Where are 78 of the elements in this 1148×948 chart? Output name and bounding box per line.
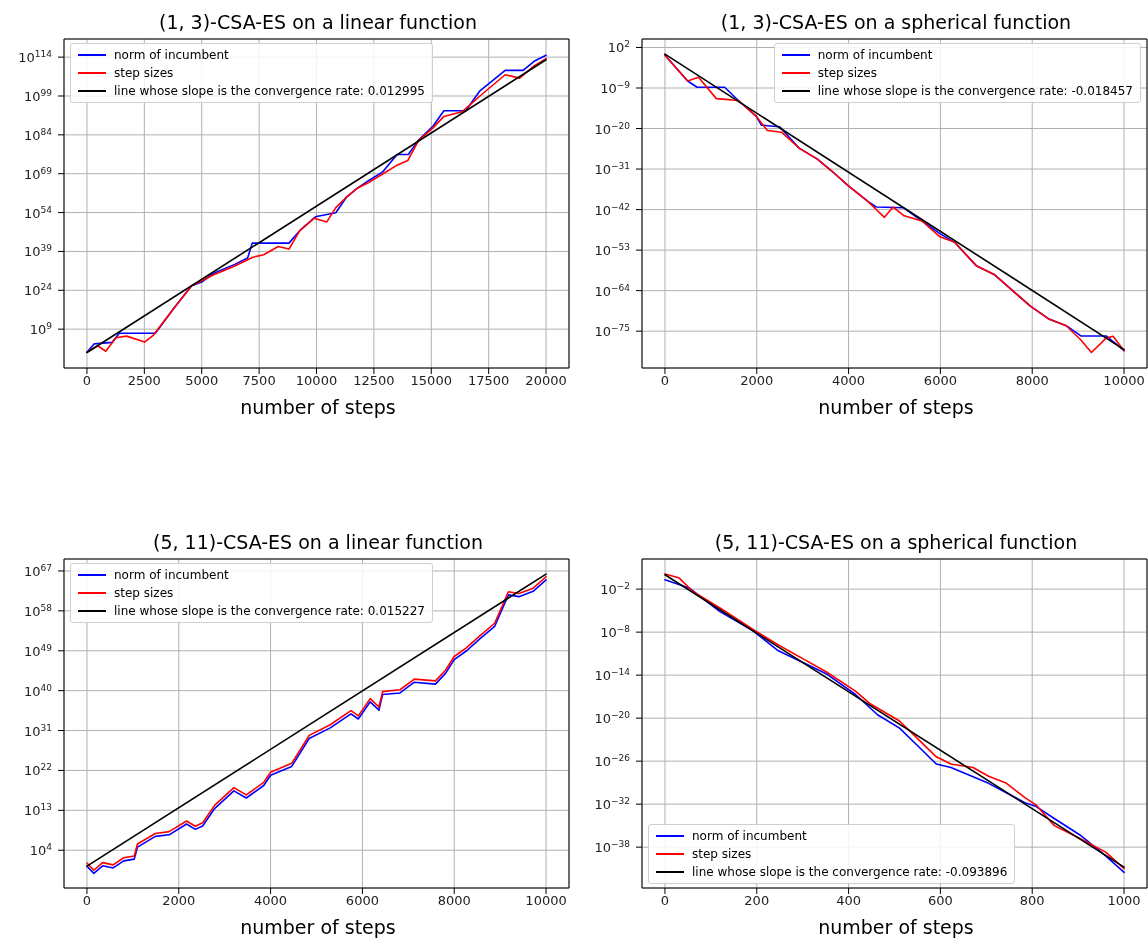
x-axis-title: number of steps	[817, 396, 975, 418]
legend-label: step sizes	[817, 66, 877, 80]
y-tick-label: 10$^{−31}$	[594, 161, 630, 178]
x-tick-label: 7500	[242, 373, 276, 389]
x-tick-label: 12500	[353, 373, 395, 389]
legend-label: norm of incumbent	[114, 48, 229, 62]
chart-title: (5, 11)-CSA-ES on a spherical function	[713, 530, 1079, 555]
y-tick-label: 10$^{40}$	[24, 682, 53, 699]
y-tick-label: 10$^{2}$	[607, 39, 630, 56]
x-tick-label: 8000	[437, 893, 471, 909]
y-tick-label: 10$^{−42}$	[594, 201, 630, 218]
y-tick-label: 10$^{−14}$	[594, 667, 631, 684]
x-tick-label: 0	[660, 893, 670, 909]
x-tick-label: 800	[1019, 893, 1045, 909]
x-tick-label: 10000	[295, 373, 338, 389]
x-tick-label: 10000	[1103, 373, 1145, 389]
x-tick-label: 15000	[410, 373, 452, 389]
chart-title: (5, 11)-CSA-ES on a linear function	[151, 530, 484, 555]
y-tick-label: 10$^{49}$	[24, 642, 53, 659]
y-tick-label: 10$^{54}$	[24, 204, 53, 221]
x-tick-label: 17500	[467, 373, 510, 389]
x-tick-label: 6000	[923, 373, 957, 389]
x-axis-title: number of steps	[817, 916, 975, 938]
x-tick-label: 0	[660, 373, 670, 389]
y-tick-label: 10$^{84}$	[24, 126, 53, 143]
y-tick-label: 10$^{9}$	[29, 321, 53, 338]
y-tick-label: 10$^{−26}$	[594, 753, 631, 770]
legend-label: step sizes	[114, 586, 174, 600]
x-tick-label: 6000	[345, 893, 379, 909]
y-tick-label: 10$^{4}$	[29, 842, 53, 859]
legend-label: line whose slope is the convergence rate: 0.015227	[114, 604, 425, 618]
y-tick-label: 10$^{67}$	[24, 562, 52, 579]
legend-label: step sizes	[114, 66, 174, 80]
x-tick-label: 200	[744, 893, 770, 909]
legend-label: norm of incumbent	[114, 568, 229, 582]
y-tick-label: 10$^{−64}$	[594, 282, 631, 299]
x-tick-label: 10000	[525, 893, 567, 909]
y-tick-label: 10$^{99}$	[24, 87, 53, 104]
y-tick-label: 10$^{−8}$	[600, 624, 631, 641]
y-tick-label: 10$^{−2}$	[600, 581, 630, 598]
y-tick-label: 10$^{24}$	[24, 282, 53, 299]
y-tick-label: 10$^{22}$	[24, 762, 52, 779]
legend-label: line whose slope is the convergence rate: -0.093896	[692, 865, 1008, 879]
legend-label: step sizes	[692, 847, 752, 861]
x-tick-label: 20000	[525, 373, 567, 389]
y-tick-label: 10$^{−20}$	[594, 120, 631, 137]
x-axis-title: number of steps	[239, 396, 397, 418]
y-tick-label: 10$^{−9}$	[600, 80, 631, 96]
legend-label: norm of incumbent	[692, 829, 807, 843]
chart-title: (1, 3)-CSA-ES on a spherical function	[719, 10, 1073, 35]
x-tick-label: 2000	[740, 373, 774, 389]
x-tick-label: 400	[836, 893, 862, 909]
x-tick-label: 5000	[185, 373, 219, 389]
x-tick-label: 0	[82, 373, 92, 389]
y-tick-label: 10$^{31}$	[24, 722, 52, 739]
y-tick-label: 10$^{58}$	[24, 602, 53, 619]
y-tick-label: 10$^{−75}$	[594, 323, 630, 340]
x-tick-label: 8000	[1015, 373, 1049, 389]
y-tick-label: 10$^{−53}$	[594, 242, 630, 259]
x-tick-label: 600	[927, 893, 953, 909]
y-tick-label: 10$^{39}$	[24, 243, 53, 260]
x-axis-title: number of steps	[239, 916, 397, 938]
y-tick-label: 10$^{−32}$	[594, 796, 630, 813]
legend-label: line whose slope is the convergence rate: 0.012995	[114, 84, 425, 98]
legend-label: norm of incumbent	[817, 48, 933, 62]
chart-title: (1, 3)-CSA-ES on a linear function	[158, 10, 478, 35]
x-tick-label: 2000	[162, 893, 196, 909]
y-tick-label: 10$^{69}$	[24, 165, 53, 182]
y-tick-label: 10$^{−20}$	[594, 710, 631, 727]
y-tick-label: 10$^{13}$	[24, 802, 52, 819]
x-tick-label: 1000	[1107, 893, 1141, 909]
x-tick-label: 4000	[832, 373, 866, 389]
x-tick-label: 4000	[254, 893, 288, 909]
legend-label: line whose slope is the convergence rate: -0.018457	[817, 84, 1133, 98]
x-tick-label: 2500	[127, 373, 161, 389]
y-tick-label: 10$^{114}$	[18, 49, 53, 66]
x-tick-label: 0	[82, 893, 92, 909]
y-tick-label: 10$^{−38}$	[594, 839, 631, 856]
